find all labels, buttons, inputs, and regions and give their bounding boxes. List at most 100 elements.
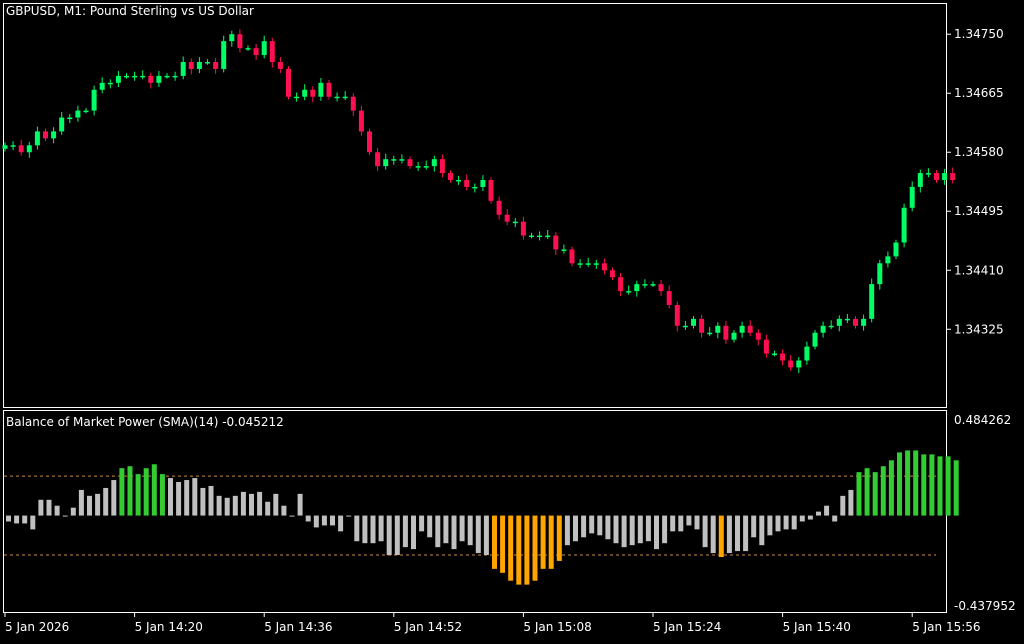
- candle-body: [26, 145, 32, 153]
- histogram-bar: [921, 454, 927, 516]
- candle: [326, 80, 332, 100]
- candle: [715, 322, 721, 339]
- candle-body: [99, 82, 105, 90]
- time-axis-label: 5 Jan 15:40: [783, 620, 851, 634]
- candle-body: [731, 332, 737, 340]
- candle-body: [229, 34, 235, 42]
- histogram-bar: [127, 466, 133, 516]
- candle-body: [877, 263, 883, 285]
- candle: [464, 174, 470, 191]
- candle: [358, 105, 364, 136]
- candle-body: [334, 96, 340, 99]
- histogram-bar: [208, 485, 214, 516]
- histogram-bar: [767, 515, 773, 536]
- candle-body: [618, 277, 624, 292]
- candle: [26, 141, 32, 158]
- candle: [172, 71, 178, 81]
- histogram-bar: [492, 515, 497, 569]
- candle: [496, 196, 502, 220]
- histogram-bar: [281, 505, 287, 516]
- histogram-bar: [151, 464, 157, 516]
- candle: [869, 278, 875, 323]
- histogram-bar: [321, 515, 327, 526]
- candle-body: [277, 62, 283, 69]
- candle-body: [707, 332, 713, 335]
- histogram-bar: [459, 515, 465, 542]
- candle: [707, 327, 713, 337]
- candle: [342, 91, 348, 101]
- price-axis-label: 1.34580: [954, 145, 1004, 159]
- histogram-bar: [791, 515, 797, 530]
- candle-body: [261, 41, 267, 56]
- candle: [861, 314, 867, 331]
- candle: [788, 354, 794, 371]
- histogram-bar: [718, 515, 724, 558]
- indicator-max-label: 0.484262: [954, 413, 1011, 427]
- histogram-bar: [516, 515, 522, 585]
- candle-body: [439, 159, 445, 174]
- histogram-bar: [78, 489, 84, 516]
- candle-body: [358, 110, 364, 132]
- histogram-bar: [629, 515, 635, 546]
- histogram-bar: [897, 452, 902, 516]
- histogram-bar: [597, 515, 603, 536]
- candle: [294, 92, 300, 102]
- candle-body: [788, 360, 794, 368]
- time-axis-label: 5 Jan 14:52: [394, 620, 462, 634]
- histogram-bar: [386, 515, 392, 556]
- candle: [51, 127, 57, 144]
- candle-body: [861, 318, 867, 326]
- candle: [91, 85, 97, 116]
- candle-body: [658, 284, 664, 292]
- histogram-bar: [313, 515, 319, 528]
- histogram-bar: [289, 515, 295, 517]
- candle: [747, 320, 753, 337]
- candle-body: [569, 249, 575, 264]
- candle-body: [804, 346, 810, 361]
- candle-body: [488, 180, 494, 201]
- candle: [512, 218, 518, 228]
- histogram-bar: [654, 515, 659, 550]
- candle: [132, 71, 138, 81]
- candle: [504, 209, 510, 226]
- histogram-bar: [46, 499, 52, 516]
- candle: [836, 315, 842, 332]
- candle: [763, 334, 769, 358]
- candle-body: [634, 284, 640, 292]
- histogram-bar: [743, 515, 749, 552]
- histogram-bar: [816, 511, 821, 516]
- histogram-bar: [451, 515, 457, 550]
- histogram-bar: [22, 515, 28, 524]
- price-axis-label: 1.34750: [954, 27, 1004, 41]
- candle-body: [942, 173, 948, 181]
- candle-body: [448, 173, 453, 181]
- candle: [909, 181, 915, 212]
- histogram-bar: [532, 515, 538, 581]
- histogram-bar: [686, 515, 692, 526]
- candle: [310, 86, 316, 103]
- histogram-bar: [937, 456, 943, 516]
- candle-body: [601, 263, 607, 271]
- histogram-bar: [783, 515, 789, 530]
- candle: [229, 30, 235, 47]
- histogram-bar: [168, 478, 173, 516]
- candle: [561, 244, 567, 254]
- candle-body: [415, 166, 421, 168]
- candle: [666, 285, 672, 309]
- candle: [448, 170, 453, 183]
- candle-body: [367, 131, 372, 153]
- candle: [99, 77, 105, 94]
- candle: [691, 316, 696, 329]
- main-panel-frame: [3, 3, 947, 408]
- candle-body: [893, 242, 899, 257]
- candle-body: [674, 304, 680, 326]
- histogram-bar: [370, 515, 376, 544]
- histogram-bar: [751, 515, 757, 538]
- candle-body: [512, 221, 518, 224]
- candle: [67, 114, 73, 124]
- histogram-bar: [6, 515, 11, 522]
- candle-body: [772, 353, 777, 356]
- histogram-bar: [38, 499, 44, 516]
- histogram-bar: [435, 515, 441, 548]
